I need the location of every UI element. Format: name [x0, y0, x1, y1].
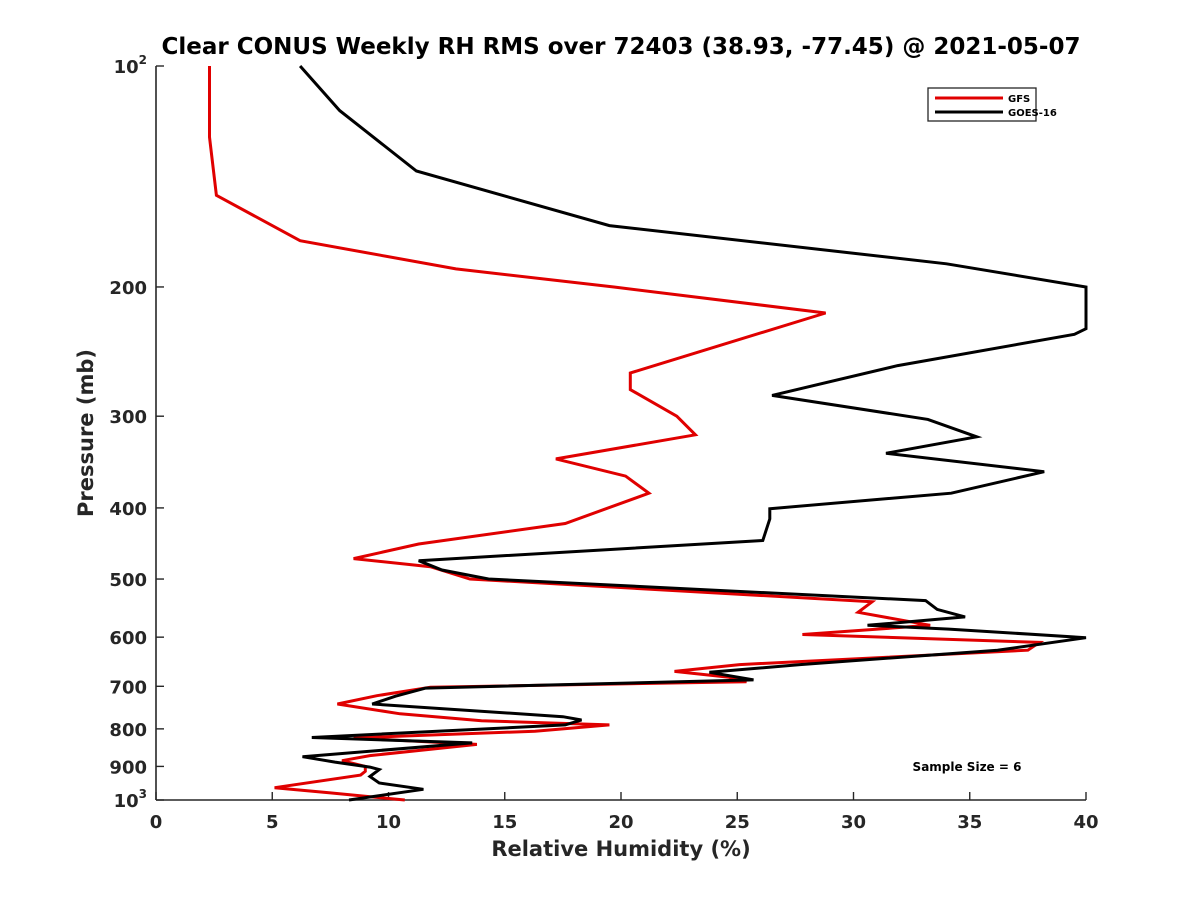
- legend: GFS GOES-16: [927, 87, 1057, 122]
- y-tick-label: 700: [109, 677, 147, 698]
- y-tick-label: 300: [109, 407, 147, 428]
- y-tick-label: 500: [109, 570, 147, 591]
- x-tick-label: 30: [841, 812, 866, 833]
- y-tick-label: 800: [109, 720, 147, 741]
- x-tick-label: 15: [492, 812, 517, 833]
- y-tick-base: 800: [109, 720, 147, 741]
- y-tick-label: 200: [109, 278, 147, 299]
- sample-size-annotation: Sample Size = 6: [913, 760, 1022, 774]
- y-axis-label: Pressure (mb): [74, 349, 98, 517]
- x-tick-label: 25: [725, 812, 750, 833]
- y-tick-base: 500: [109, 570, 147, 591]
- y-tick-base: 200: [109, 278, 147, 299]
- legend-label: GOES-16: [1008, 108, 1057, 119]
- y-tick-base: 10: [114, 57, 139, 78]
- x-tick-label: 20: [608, 812, 633, 833]
- x-ticks: 0 5 10 15 20 25 30 35 40: [150, 792, 1099, 833]
- y-tick-base: 900: [109, 757, 147, 778]
- x-tick-label: 35: [957, 812, 982, 833]
- x-axis-label: Relative Humidity (%): [491, 837, 750, 861]
- chart-title: Clear CONUS Weekly RH RMS over 72403 (38…: [162, 34, 1081, 60]
- y-tick-label: 600: [109, 628, 147, 649]
- y-tick-label: 900: [109, 757, 147, 778]
- y-tick-base: 300: [109, 407, 147, 428]
- x-tick-label: 10: [376, 812, 401, 833]
- y-tick-base: 400: [109, 499, 147, 520]
- y-tick-base: 600: [109, 628, 147, 649]
- series-line-goes-16: [298, 65, 1088, 802]
- x-tick-label: 0: [150, 812, 163, 833]
- legend-box: [927, 87, 1037, 122]
- y-tick-base: 700: [109, 677, 147, 698]
- legend-label: GFS: [1008, 94, 1030, 105]
- y-tick-label: 400: [109, 499, 147, 520]
- y-tick-exponent: 2: [139, 53, 147, 67]
- y-tick-base: 10: [114, 791, 139, 812]
- y-tick-label: 102: [114, 53, 147, 78]
- series-layer: [208, 65, 1088, 802]
- series-line-gfs: [208, 66, 1045, 802]
- x-tick-label: 40: [1073, 812, 1098, 833]
- y-tick-exponent: 3: [139, 787, 147, 801]
- y-tick-label: 103: [114, 787, 147, 812]
- x-tick-label: 5: [266, 812, 279, 833]
